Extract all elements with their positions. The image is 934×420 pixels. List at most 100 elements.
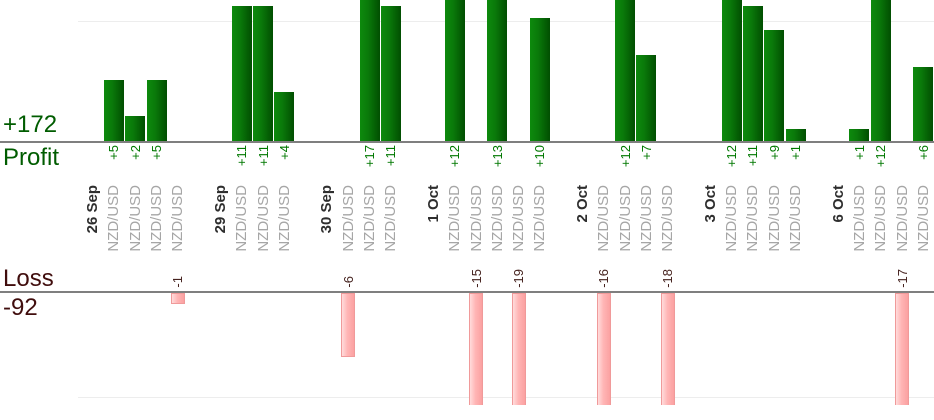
symbol-label: NZD/USD <box>382 185 400 252</box>
trade-column: NZD/USD -19 <box>508 0 529 405</box>
sym-cell: 3 Oct <box>700 183 721 257</box>
l-chart <box>721 293 742 405</box>
trade-column: +13 NZD/USD <box>487 0 508 405</box>
profit-bar <box>849 128 870 141</box>
l-label <box>785 257 806 291</box>
p-chart <box>572 0 593 141</box>
profit-value-label: +1 <box>851 145 867 160</box>
l-chart <box>700 293 721 405</box>
sym-cell <box>678 183 699 257</box>
l-label <box>295 257 316 291</box>
p-chart <box>806 0 827 141</box>
profit-value-label: +12 <box>724 145 740 168</box>
l-label <box>721 257 742 291</box>
symbol-label: NZD/USD <box>510 185 528 252</box>
symbol-label: NZD/USD <box>233 185 251 252</box>
l-label: -18 <box>657 257 678 291</box>
sym-cell: NZD/USD <box>529 183 550 257</box>
trade-column: +11 NZD/USD <box>380 0 401 405</box>
date-label: 29 Sep <box>211 185 229 234</box>
p-label <box>338 141 359 183</box>
symbol-label: NZD/USD <box>488 185 506 252</box>
l-chart <box>849 293 870 405</box>
trade-column: +11 NZD/USD <box>231 0 252 405</box>
p-label: +11 <box>380 141 401 183</box>
chart-columns: 26 Sep +5 NZD/USD +2 NZD/USD +5 NZD/USD NZD/USD… <box>82 0 934 405</box>
loss-bar <box>596 293 611 405</box>
date-column: 30 Sep <box>316 0 337 405</box>
p-label <box>423 141 444 183</box>
profit-value-label: +9 <box>766 145 782 160</box>
symbol-label: NZD/USD <box>787 185 805 252</box>
l-chart <box>252 293 273 405</box>
sym-cell: NZD/USD <box>721 183 742 257</box>
date-column: 2 Oct <box>572 0 593 405</box>
l-chart <box>913 293 934 405</box>
l-chart <box>508 293 529 405</box>
l-label: -15 <box>465 257 486 291</box>
p-chart <box>103 0 124 141</box>
date-column: 29 Sep <box>210 0 231 405</box>
sym-cell: NZD/USD <box>487 183 508 257</box>
l-label <box>678 257 699 291</box>
p-label: +5 <box>103 141 124 183</box>
sym-cell: 2 Oct <box>572 183 593 257</box>
symbol-label: NZD/USD <box>169 185 187 252</box>
loss-bar <box>511 293 526 405</box>
l-chart <box>125 293 146 405</box>
profit-bar <box>444 0 465 141</box>
p-label <box>593 141 614 183</box>
loss-zero-axis-line <box>0 291 934 293</box>
date-column: 1 Oct <box>423 0 444 405</box>
p-chart <box>401 0 422 141</box>
p-chart <box>423 0 444 141</box>
p-label: +6 <box>913 141 934 183</box>
l-chart <box>487 293 508 405</box>
p-chart <box>444 0 465 141</box>
l-label <box>210 257 231 291</box>
l-chart <box>870 293 891 405</box>
p-label <box>572 141 593 183</box>
sym-cell: NZD/USD <box>338 183 359 257</box>
p-label <box>551 141 572 183</box>
l-label <box>764 257 785 291</box>
profit-value-label: +12 <box>447 145 463 168</box>
sym-cell: NZD/USD <box>593 183 614 257</box>
l-chart <box>614 293 635 405</box>
p-label <box>316 141 337 183</box>
profit-bar <box>103 79 124 141</box>
profit-value-label: +5 <box>106 145 122 160</box>
profit-value-label: +12 <box>617 145 633 168</box>
trade-column: +1 NZD/USD <box>849 0 870 405</box>
p-label <box>210 141 231 183</box>
loss-bar <box>341 293 356 357</box>
loss-value-label: -18 <box>660 269 676 288</box>
sym-cell <box>188 183 209 257</box>
profit-total-value: +172 <box>3 111 58 138</box>
trade-column: +12 NZD/USD <box>614 0 636 405</box>
l-chart <box>593 293 614 405</box>
l-label <box>231 257 252 291</box>
p-chart <box>785 0 806 141</box>
p-label <box>465 141 486 183</box>
l-label <box>700 257 721 291</box>
profit-bar <box>913 67 934 141</box>
l-chart <box>423 293 444 405</box>
p-chart <box>700 0 721 141</box>
sym-cell: NZD/USD <box>359 183 380 257</box>
p-label <box>678 141 699 183</box>
symbol-label: NZD/USD <box>765 185 783 252</box>
l-label <box>103 257 124 291</box>
loss-value-label: -17 <box>894 269 910 288</box>
l-label <box>870 257 891 291</box>
l-label <box>82 257 103 291</box>
trade-column: +4 NZD/USD <box>274 0 295 405</box>
l-label <box>188 257 209 291</box>
p-chart <box>487 0 508 141</box>
trade-column: +2 NZD/USD <box>125 0 146 405</box>
p-label <box>401 141 422 183</box>
profit-value-label: +6 <box>915 145 931 160</box>
sym-cell: NZD/USD <box>167 183 188 257</box>
p-chart <box>721 0 742 141</box>
date-label: 1 Oct <box>424 185 442 223</box>
